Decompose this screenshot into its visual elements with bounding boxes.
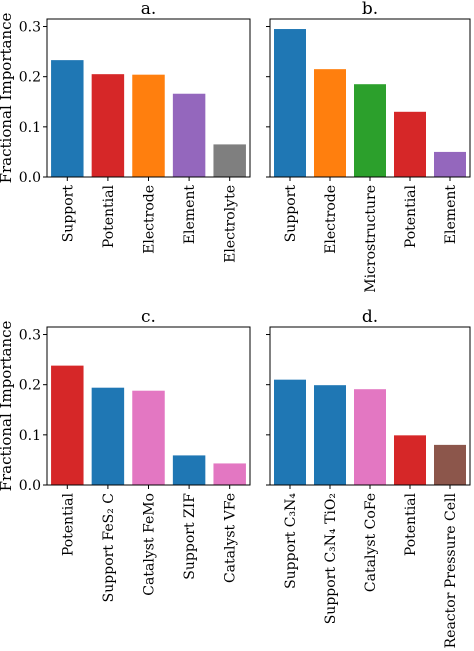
- bar-2: [91, 74, 125, 177]
- y-tick-label: 0.3: [19, 20, 41, 36]
- x-tick-label: Electrode: [323, 185, 339, 254]
- x-tick-label: Support C₃N₄: [283, 493, 299, 589]
- bar-1: [51, 60, 84, 177]
- x-tick-label: Potential: [60, 492, 76, 556]
- y-axis-label: Fractional Importance: [0, 320, 15, 491]
- bar-5: [434, 444, 466, 485]
- x-tick-label: Electrolyte: [223, 185, 239, 263]
- bar-2: [314, 69, 346, 177]
- bar-3: [354, 389, 386, 485]
- x-tick-label: Microstructure: [363, 185, 379, 293]
- x-tick-label: Catalyst CoFe: [363, 493, 379, 592]
- bar-1: [274, 29, 306, 178]
- y-tick-label: 0.2: [19, 70, 41, 86]
- x-tick-label: Support FeS₂ C: [101, 493, 117, 602]
- y-tick-label: 0.0: [19, 478, 41, 494]
- chart-panel-3: c. Potential Support FeS₂ C Catalyst FeMo Su…: [0, 307, 251, 602]
- panel-title: b.: [362, 0, 378, 19]
- plot-frame: [46, 326, 251, 486]
- x-tick-label: Support: [60, 185, 76, 243]
- y-tick-label: 0.2: [19, 378, 41, 394]
- chart-panel-1: a. Support Potential Electrode Element Electr…: [0, 0, 251, 263]
- x-tick-label: Potential: [403, 492, 419, 556]
- x-tick-label: Catalyst VFe: [223, 493, 239, 583]
- y-tick-label: 0.3: [19, 328, 41, 344]
- x-tick-label: Catalyst FeMo: [142, 493, 158, 596]
- y-tick-label: 0.0: [19, 170, 41, 186]
- bar-1: [274, 379, 306, 485]
- bar-2: [314, 385, 346, 485]
- bar-3: [132, 74, 165, 177]
- panel-title: a.: [141, 0, 157, 19]
- plot-frame: [46, 18, 251, 178]
- x-tick-label: Element: [443, 185, 459, 245]
- x-tick-label: Support C₃N₄ TiO₂: [323, 493, 339, 624]
- x-tick-label: Support: [283, 185, 299, 243]
- bar-4: [172, 455, 206, 485]
- plot-frame: [269, 326, 471, 486]
- bar-1: [51, 365, 84, 485]
- x-tick-label: Potential: [403, 184, 419, 248]
- panel-title: c.: [141, 307, 156, 327]
- x-tick-label: Electrode: [142, 185, 158, 254]
- bar-4: [172, 93, 206, 177]
- y-axis-label: Fractional Importance: [0, 12, 15, 183]
- y-tick-label: 0.1: [19, 428, 41, 444]
- bar-2: [91, 387, 125, 485]
- plot-frame: [269, 18, 471, 178]
- bar-5: [434, 151, 466, 177]
- x-tick-label: Support ZIF: [182, 493, 198, 580]
- bar-4: [394, 111, 426, 177]
- x-tick-label: Reactor Pressure Cell: [443, 492, 459, 648]
- chart-panel-2: b. Support Electrode Microstructure Potentia…: [266, 0, 471, 293]
- chart-panel-4: d. Support C₃N₄ Support C₃N₄ TiO₂ Catalyst …: [266, 307, 471, 648]
- x-tick-label: Element: [182, 185, 198, 245]
- panel-title: d.: [362, 307, 378, 327]
- x-tick-label: Potential: [101, 184, 117, 248]
- y-tick-label: 0.1: [19, 120, 41, 136]
- bar-3: [354, 84, 386, 177]
- bar-3: [132, 390, 165, 485]
- bar-5: [213, 463, 246, 485]
- bar-5: [213, 144, 246, 177]
- bar-4: [394, 435, 426, 485]
